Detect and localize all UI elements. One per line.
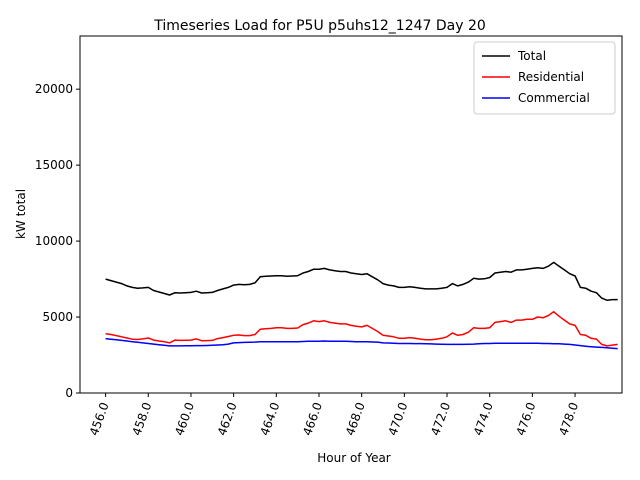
y-tick-label: 5000 [42,310,73,324]
series-line-commercial [105,337,618,350]
series-line-residential [105,310,618,347]
series-layer [105,261,618,350]
chart-title: Timeseries Load for P5U p5uhs12_1247 Day… [153,18,486,34]
plot-area [79,35,623,394]
y-axis-ticks: 0 5000 10000 15000 20000 [35,82,80,400]
legend: Total Residential Commercial [473,41,616,115]
legend-label-commercial: Commercial [518,91,590,105]
series-line-total [105,261,618,302]
y-tick-label: 0 [65,386,73,400]
legend-label-residential: Residential [518,70,584,84]
y-axis-title: kW total [14,189,28,239]
x-axis-title: Hour of Year [317,451,391,465]
y-tick-label: 10000 [35,234,73,248]
y-tick-label: 20000 [35,82,73,96]
y-tick-label: 15000 [35,158,73,172]
axes-frame [79,35,623,394]
legend-label-total: Total [517,49,546,63]
legend-entries: Total Residential Commercial [482,49,590,105]
legend-box [473,41,616,115]
